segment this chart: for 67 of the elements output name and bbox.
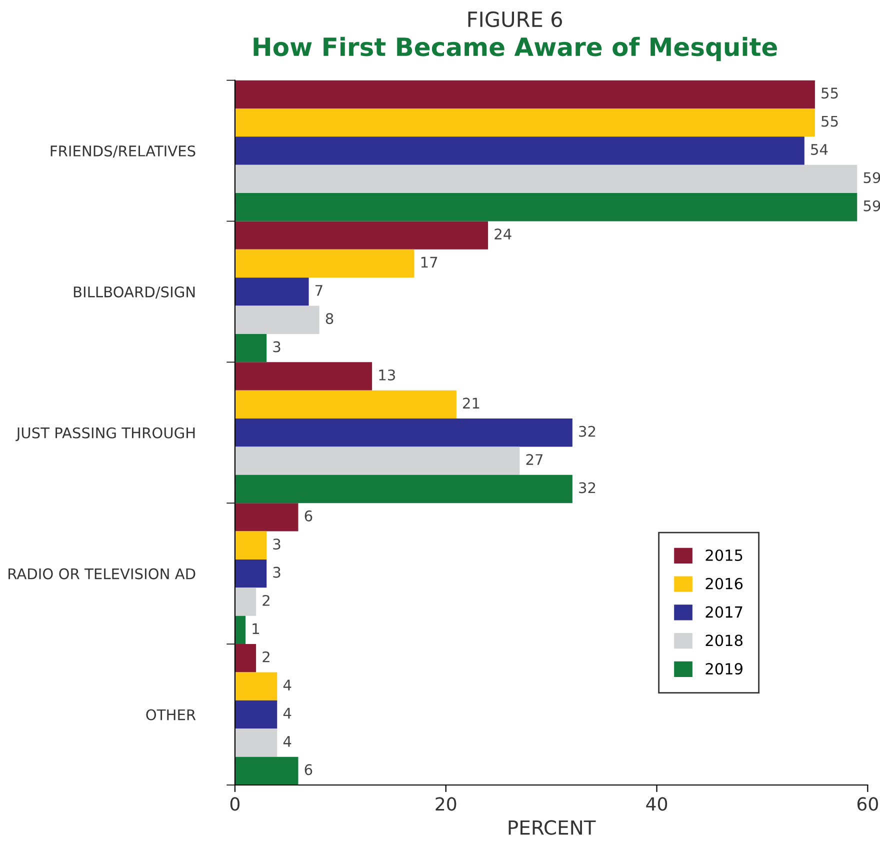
data-label: 13	[379, 369, 395, 380]
data-label: 32	[579, 482, 596, 494]
data-label: 7	[316, 285, 322, 296]
bar	[234, 474, 572, 504]
data-label: 2	[262, 594, 270, 606]
y-tick-label: OTHER	[146, 709, 196, 720]
bar	[234, 531, 267, 560]
bar	[234, 446, 520, 475]
bar	[234, 306, 320, 334]
data-label: 59	[864, 172, 880, 184]
data-label: 27	[526, 454, 543, 465]
y-tick-label: JUST PASSING THROUGH	[16, 427, 195, 442]
data-label: 59	[864, 200, 880, 212]
data-label: 4	[283, 680, 292, 690]
data-label: 17	[421, 256, 438, 268]
data-label: 3	[273, 566, 280, 578]
x-tick-label: 40	[646, 797, 668, 811]
bar	[234, 728, 278, 757]
data-label: 3	[273, 538, 280, 550]
data-label: 55	[822, 88, 838, 99]
bar	[234, 418, 572, 447]
bar	[234, 559, 267, 588]
data-label: 6	[304, 510, 312, 522]
x-tick-label: 60	[857, 797, 878, 811]
bar	[234, 249, 414, 278]
y-tick-label: BILLBOARD/SIGN	[74, 286, 195, 299]
data-label: 32	[579, 426, 596, 437]
bar	[234, 334, 267, 362]
bar	[234, 700, 278, 729]
data-label: 3	[273, 341, 280, 352]
bar	[234, 136, 804, 165]
x-tick-label: 20	[436, 797, 456, 811]
legend-label: 2016	[706, 578, 743, 590]
data-label: 4	[283, 708, 292, 719]
bar	[234, 588, 256, 616]
chart-subtitle: FIGURE 6	[468, 11, 562, 28]
chart-title: How First Became Aware of Mesquite	[254, 36, 777, 62]
bar	[234, 672, 278, 700]
data-label: 55	[822, 116, 838, 127]
y-tick-label: FRIENDS/RELATIVES	[50, 145, 196, 158]
bar	[234, 221, 488, 250]
data-label: 21	[463, 398, 480, 408]
bar	[234, 616, 246, 644]
x-axis-title: PERCENT	[508, 820, 596, 835]
bar	[234, 278, 309, 306]
data-label: 6	[304, 764, 312, 776]
data-label: 1	[252, 623, 259, 634]
bar	[234, 80, 815, 108]
bar	[234, 644, 256, 672]
y-tick-label: RADIO OR TELEVISION AD	[8, 568, 196, 580]
bar	[234, 756, 298, 786]
data-label: 2	[262, 651, 270, 662]
bar	[234, 193, 858, 222]
bar	[234, 108, 815, 137]
data-label: 4	[283, 736, 292, 747]
legend-label: 2019	[706, 663, 742, 675]
bar	[234, 503, 298, 532]
legend-label: 2017	[706, 606, 742, 618]
legend-label: 2018	[706, 634, 742, 646]
data-label: 24	[494, 228, 512, 240]
bar	[234, 362, 372, 390]
legend-label: 2015	[706, 549, 742, 562]
data-label: 54	[811, 144, 828, 155]
bar	[234, 164, 858, 194]
x-tick-label: 0	[230, 797, 240, 811]
bar	[234, 390, 456, 419]
data-label: 8	[326, 313, 334, 324]
